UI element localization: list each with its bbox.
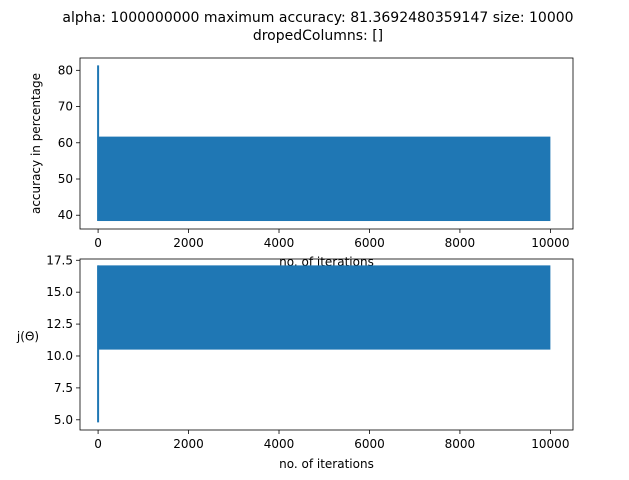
accuracy-y-tick-label: 50 [58,172,73,186]
figure-title-line-2: dropedColumns: [] [253,28,383,44]
cost-y-tick-label: 12.5 [46,317,73,331]
accuracy-x-tick-label: 4000 [264,236,295,250]
accuracy-series-band [98,136,551,222]
cost-x-tick-label: 2000 [173,437,204,451]
accuracy-y-tick-label: 60 [58,136,73,150]
cost-plot: 0 2000 4000 6000 8000 10000 5.0 7.5 10.0 12.5 15.0… [16,253,574,471]
cost-series-band [98,265,551,350]
accuracy-y-tick-label: 40 [58,208,73,222]
accuracy-x-tick-label: 2000 [173,236,204,250]
accuracy-x-tick-label: 0 [94,236,102,250]
cost-x-tick-label: 6000 [354,437,385,451]
figure-title-line-1: alpha: 1000000000 maximum accuracy: 81.3… [62,10,573,26]
cost-y-tick-label: 15.0 [46,285,73,299]
accuracy-y-axis-label: accuracy in percentage [29,73,43,214]
cost-x-axis-label: no. of iterations [279,457,374,471]
cost-x-tick-label: 8000 [445,437,476,451]
accuracy-y-tick-label: 80 [58,63,73,77]
cost-axes-frame [79,258,574,431]
accuracy-x-tick-label: 8000 [445,236,476,250]
cost-y-tick-label: 17.5 [46,253,73,267]
cost-x-tick-label: 0 [94,437,102,451]
cost-x-tick-label: 4000 [264,437,295,451]
cost-y-axis-label: j(Θ) [16,330,39,344]
cost-y-tick-label: 7.5 [54,381,73,395]
cost-y-tick-label: 10.0 [46,349,73,363]
accuracy-y-tick-label: 70 [58,100,73,114]
cost-x-tick-label: 10000 [531,437,569,451]
accuracy-x-tick-label: 6000 [354,236,385,250]
accuracy-axes-frame [79,57,574,230]
accuracy-x-tick-label: 10000 [531,236,569,250]
cost-y-tick-label: 5.0 [54,413,73,427]
